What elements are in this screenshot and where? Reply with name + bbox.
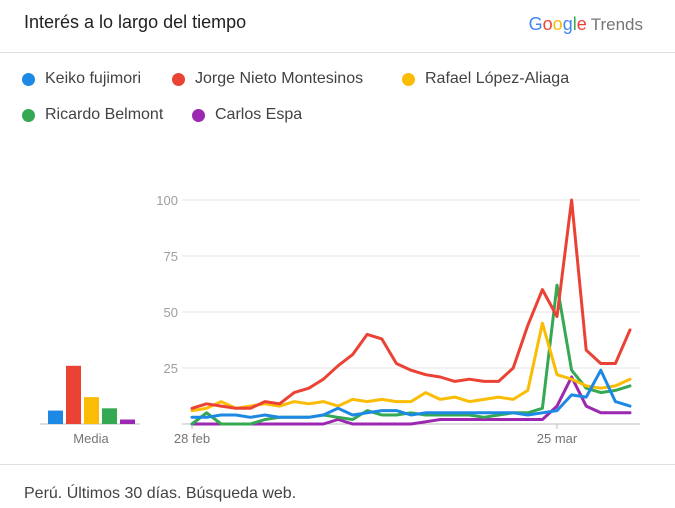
trends-wordmark: Trends — [590, 15, 643, 34]
y-tick-label: 75 — [164, 249, 178, 264]
logo-letter: g — [562, 14, 573, 34]
legend-label: Jorge Nieto Montesinos — [195, 70, 364, 87]
legend-item[interactable]: Keiko fujimori — [22, 70, 141, 88]
logo-letter: e — [576, 14, 587, 34]
card-footer: Perú. Últimos 30 días. Búsqueda web. — [0, 464, 675, 508]
x-tick-label: 25 mar — [537, 431, 578, 446]
legend-label: Keiko fujimori — [45, 70, 142, 87]
legend-item[interactable]: Carlos Espa — [192, 106, 302, 124]
legend-label: Ricardo Belmont — [45, 106, 164, 123]
average-label: Media — [73, 431, 109, 446]
legend-swatch — [172, 72, 185, 86]
series-line — [190, 368, 632, 419]
logo-letter: o — [542, 14, 553, 34]
chart-title: Interés a lo largo del tiempo — [24, 12, 247, 32]
average-bar — [48, 410, 63, 424]
legend-item[interactable]: Rafael López-Aliaga — [402, 70, 569, 88]
average-bar — [84, 397, 99, 424]
series-line — [190, 198, 632, 410]
average-bar — [66, 365, 81, 424]
y-tick-label: 100 — [156, 193, 178, 208]
google-wordmark: Google — [528, 14, 587, 34]
legend-item[interactable]: Ricardo Belmont — [22, 106, 163, 124]
legend-swatch — [22, 72, 35, 86]
logo-letter: G — [528, 14, 543, 34]
series-line — [190, 375, 632, 426]
card-header: Interés a lo largo del tiempo Google Tren… — [0, 0, 675, 53]
y-tick-label: 50 — [164, 305, 178, 320]
legend-label: Rafael López-Aliaga — [425, 70, 570, 87]
legend-swatch — [22, 108, 35, 122]
average-bar — [120, 419, 135, 424]
line-chart: 25 50 75 100 28 feb 25 mar Media — [40, 193, 640, 446]
legend-swatch — [192, 108, 205, 122]
logo-letter: l — [572, 14, 577, 34]
footer-caption: Perú. Últimos 30 días. Búsqueda web. — [24, 485, 297, 502]
y-tick-label: 25 — [164, 361, 178, 376]
google-trends-logo[interactable]: Google Trends — [529, 14, 643, 35]
series-line — [190, 283, 632, 426]
legend-item[interactable]: Jorge Nieto Montesinos — [172, 70, 363, 88]
legend-label: Carlos Espa — [215, 106, 303, 123]
x-tick-label: 28 feb — [174, 431, 210, 446]
average-bar — [102, 408, 117, 424]
logo-letter: o — [552, 14, 563, 34]
series-line — [190, 321, 632, 413]
legend-swatch — [402, 72, 415, 86]
